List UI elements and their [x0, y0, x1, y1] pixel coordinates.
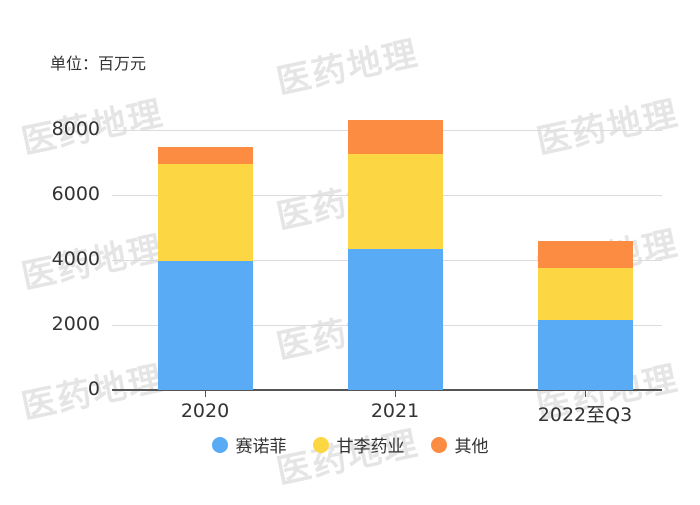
watermark: 医药地理	[533, 93, 683, 163]
x-tick-label: 2022至Q3	[537, 404, 633, 426]
x-axis-line	[112, 389, 662, 391]
unit-label: 单位：百万元	[50, 54, 147, 73]
legend-label: 赛诺菲	[235, 437, 287, 457]
bar-segment[interactable]	[157, 164, 253, 261]
y-tick-label: 6000	[51, 183, 100, 205]
y-tick-label: 4000	[51, 248, 100, 270]
legend-dot-icon	[312, 436, 329, 453]
legend-item[interactable]: 甘李药业	[312, 432, 405, 457]
x-tick-label: 2020	[180, 400, 230, 422]
legend-label: 其他	[454, 437, 489, 457]
chart-legend: 赛诺菲 甘李药业 其他	[0, 432, 700, 457]
y-tick-label: 8000	[51, 118, 100, 140]
bar-segment[interactable]	[157, 260, 253, 390]
bar-segment[interactable]	[537, 320, 633, 390]
x-tick-mark	[395, 391, 396, 397]
legend-item[interactable]: 其他	[430, 432, 489, 457]
legend-item[interactable]: 赛诺菲	[211, 432, 287, 457]
y-tick-label: 0	[87, 378, 100, 400]
x-tick-label: 2021	[370, 400, 420, 422]
bar-segment[interactable]	[537, 268, 633, 321]
bar-segment[interactable]	[157, 147, 253, 165]
bar-segment[interactable]	[347, 248, 443, 390]
legend-dot-icon	[211, 436, 228, 453]
watermark: 医药地理	[273, 33, 423, 103]
legend-dot-icon	[430, 436, 447, 453]
x-tick-mark	[205, 391, 206, 397]
bar-segment[interactable]	[537, 241, 633, 269]
bar-segment[interactable]	[347, 119, 443, 155]
y-tick-label: 2000	[51, 313, 100, 335]
x-tick-mark	[585, 391, 586, 397]
bar-segment[interactable]	[347, 154, 443, 249]
legend-label: 甘李药业	[336, 437, 405, 457]
